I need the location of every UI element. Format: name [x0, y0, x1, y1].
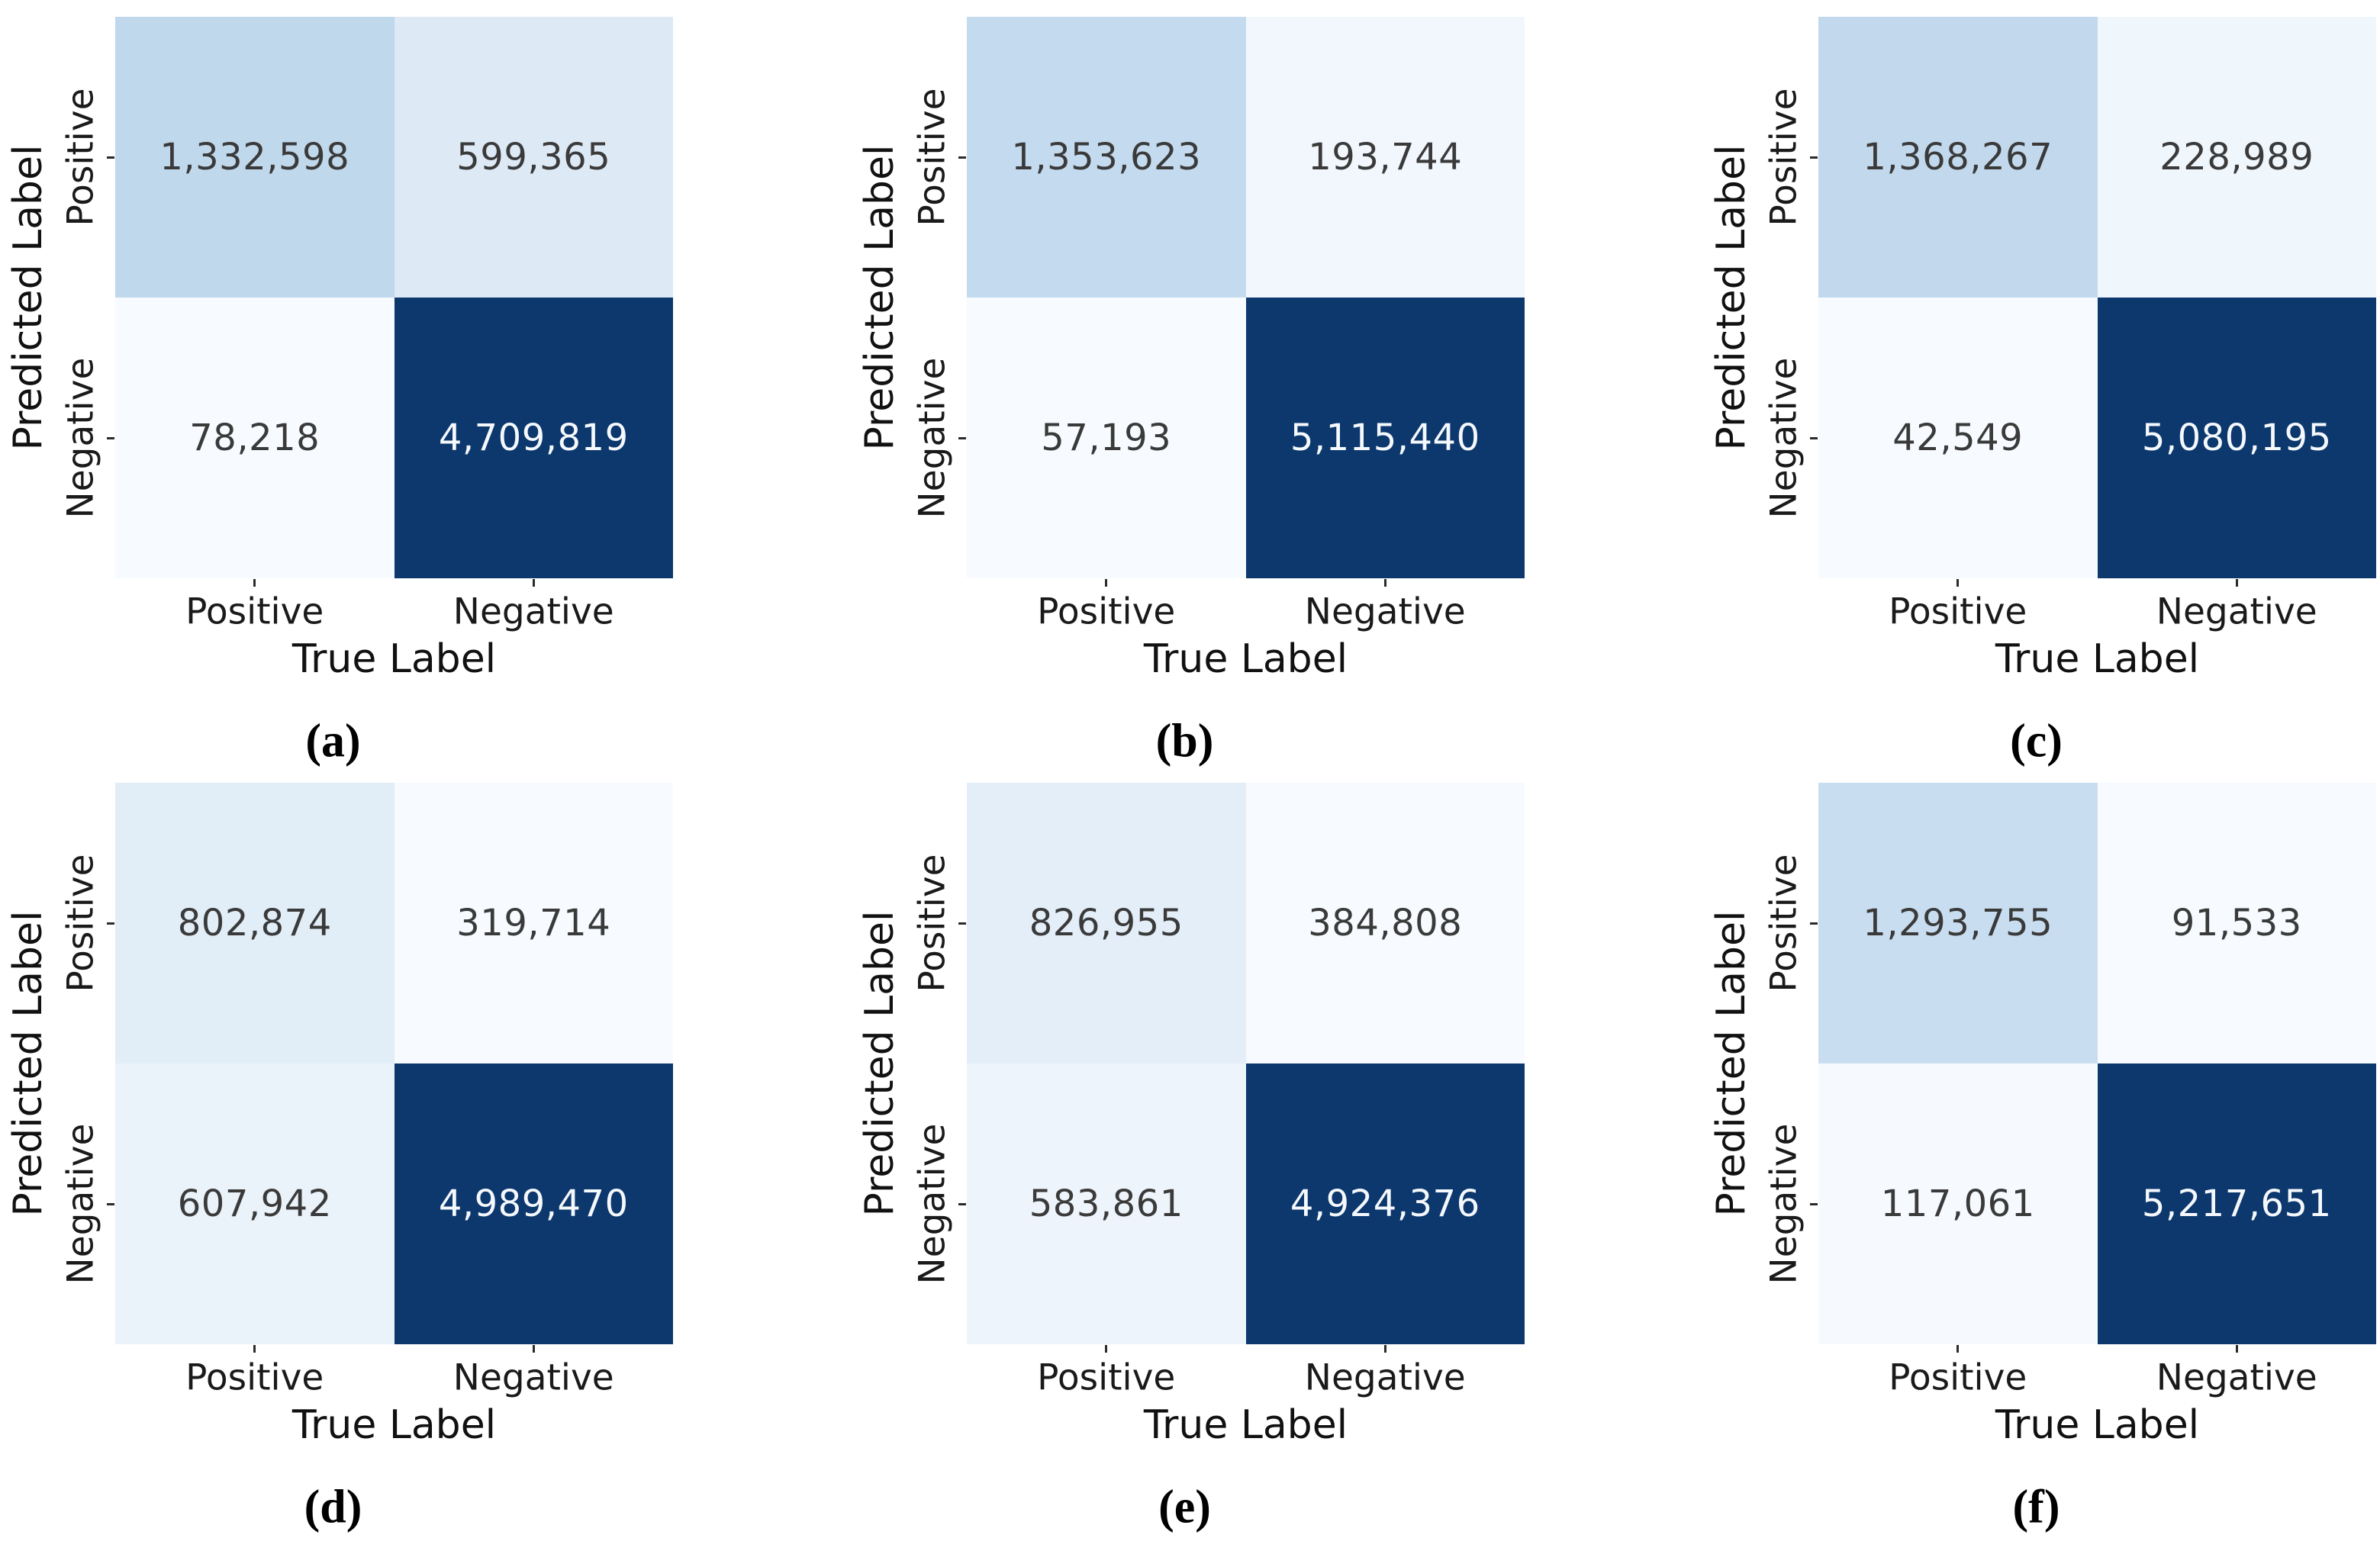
heatmap-cell-r0c1: 599,365 [394, 17, 673, 298]
heatmap-cell-r0c1: 319,714 [394, 783, 673, 1063]
y-tick-label-negative: Negative [1763, 357, 1805, 519]
heatmap-cell-r1c0: 583,861 [967, 1063, 1246, 1344]
heatmap-cell-r1c0: 78,218 [115, 298, 395, 578]
x-tick-label-positive: Positive [1889, 1356, 2027, 1399]
heatmap-cell-r1c1: 5,115,440 [1245, 298, 1525, 578]
x-tick-mark [1956, 579, 1960, 587]
x-tick-mark [2235, 579, 2238, 587]
y-tick-mark [107, 436, 114, 439]
heatmap-cell-r0c0: 826,955 [967, 783, 1246, 1063]
y-tick-label-negative: Negative [911, 357, 954, 519]
x-tick-mark [1383, 579, 1386, 587]
panel-caption-a: (a) [305, 715, 361, 767]
y-tick-mark [1810, 436, 1818, 439]
heatmap-cell-r0c0: 1,332,598 [115, 17, 395, 298]
x-axis-label: True Label [1143, 1402, 1348, 1448]
y-axis-label: Predicted Label [1709, 910, 1754, 1217]
y-axis-label: Predicted Label [1709, 144, 1754, 451]
y-tick-mark [107, 156, 114, 159]
heatmap-cell-r0c1: 193,744 [1245, 17, 1525, 298]
y-tick-mark [958, 922, 966, 925]
heatmap-cell-r0c0: 1,293,755 [1818, 783, 2098, 1063]
x-tick-label-positive: Positive [1037, 1356, 1176, 1399]
y-tick-mark [1810, 156, 1818, 159]
y-tick-label-negative: Negative [60, 1123, 102, 1285]
y-tick-mark [1810, 1202, 1818, 1205]
heatmap-cell-r1c1: 4,924,376 [1245, 1063, 1525, 1344]
x-tick-label-negative: Negative [1304, 1356, 1466, 1399]
y-tick-label-positive: Positive [911, 88, 954, 227]
y-axis-label: Predicted Label [857, 910, 903, 1217]
y-tick-label-positive: Positive [911, 854, 954, 993]
x-axis-label: True Label [291, 1402, 497, 1448]
x-tick-label-positive: Positive [1889, 590, 2027, 633]
x-tick-mark [253, 1345, 256, 1353]
y-tick-label-negative: Negative [60, 357, 102, 519]
x-tick-label-negative: Negative [2156, 590, 2317, 633]
heatmap-c: 1,368,267 228,989 42,549 5,080,195 [1818, 17, 2376, 578]
panel-caption-e: (e) [1158, 1481, 1211, 1533]
y-tick-mark [958, 436, 966, 439]
y-axis-label: Predicted Label [5, 144, 51, 451]
x-axis-label: True Label [1143, 636, 1348, 682]
heatmap-cell-r1c1: 5,080,195 [2097, 298, 2376, 578]
heatmap-d: 802,874 319,714 607,942 4,989,470 [115, 783, 673, 1344]
y-tick-label-positive: Positive [1763, 88, 1805, 227]
y-tick-mark [958, 156, 966, 159]
heatmap-cell-r0c0: 1,353,623 [967, 17, 1246, 298]
heatmap-f: 1,293,755 91,533 117,061 5,217,651 [1818, 783, 2376, 1344]
x-tick-label-negative: Negative [452, 590, 614, 633]
heatmap-cell-r1c1: 4,709,819 [394, 298, 673, 578]
y-tick-mark [107, 1202, 114, 1205]
heatmap-cell-r0c0: 802,874 [115, 783, 395, 1063]
x-tick-mark [532, 579, 535, 587]
x-tick-label-negative: Negative [1304, 590, 1466, 633]
x-tick-label-positive: Positive [185, 1356, 324, 1399]
y-tick-mark [107, 922, 114, 925]
heatmap-cell-r1c0: 117,061 [1818, 1063, 2098, 1344]
panel-caption-b: (b) [1155, 715, 1214, 767]
heatmap-e: 826,955 384,808 583,861 4,924,376 [967, 783, 1525, 1344]
x-tick-mark [1383, 1345, 1386, 1353]
heatmap-b: 1,353,623 193,744 57,193 5,115,440 [967, 17, 1525, 578]
heatmap-cell-r0c1: 91,533 [2097, 783, 2376, 1063]
panel-caption-d: (d) [304, 1481, 362, 1533]
x-tick-label-positive: Positive [185, 590, 324, 633]
x-tick-mark [532, 1345, 535, 1353]
x-tick-mark [1956, 1345, 1960, 1353]
y-axis-label: Predicted Label [5, 910, 51, 1217]
y-tick-label-positive: Positive [60, 88, 102, 227]
heatmap-cell-r0c1: 228,989 [2097, 17, 2376, 298]
y-tick-mark [1810, 922, 1818, 925]
x-tick-mark [1105, 1345, 1108, 1353]
x-tick-label-positive: Positive [1037, 590, 1176, 633]
y-axis-label: Predicted Label [857, 144, 903, 451]
x-tick-mark [2235, 1345, 2238, 1353]
x-tick-mark [1105, 579, 1108, 587]
panel-caption-f: (f) [2012, 1481, 2060, 1533]
heatmap-cell-r1c0: 607,942 [115, 1063, 395, 1344]
heatmap-cell-r0c0: 1,368,267 [1818, 17, 2098, 298]
x-tick-mark [253, 579, 256, 587]
x-axis-label: True Label [1995, 636, 2200, 682]
y-tick-label-negative: Negative [1763, 1123, 1805, 1285]
x-tick-label-negative: Negative [452, 1356, 614, 1399]
heatmap-cell-r1c0: 57,193 [967, 298, 1246, 578]
heatmap-cell-r1c1: 4,989,470 [394, 1063, 673, 1344]
x-tick-label-negative: Negative [2156, 1356, 2317, 1399]
heatmap-cell-r1c0: 42,549 [1818, 298, 2098, 578]
heatmap-cell-r0c1: 384,808 [1245, 783, 1525, 1063]
x-axis-label: True Label [291, 636, 497, 682]
heatmap-cell-r1c1: 5,217,651 [2097, 1063, 2376, 1344]
heatmap-a: 1,332,598 599,365 78,218 4,709,819 [115, 17, 673, 578]
y-tick-mark [958, 1202, 966, 1205]
y-tick-label-positive: Positive [60, 854, 102, 993]
x-axis-label: True Label [1995, 1402, 2200, 1448]
y-tick-label-negative: Negative [911, 1123, 954, 1285]
panel-caption-c: (c) [2010, 715, 2063, 767]
y-tick-label-positive: Positive [1763, 854, 1805, 993]
